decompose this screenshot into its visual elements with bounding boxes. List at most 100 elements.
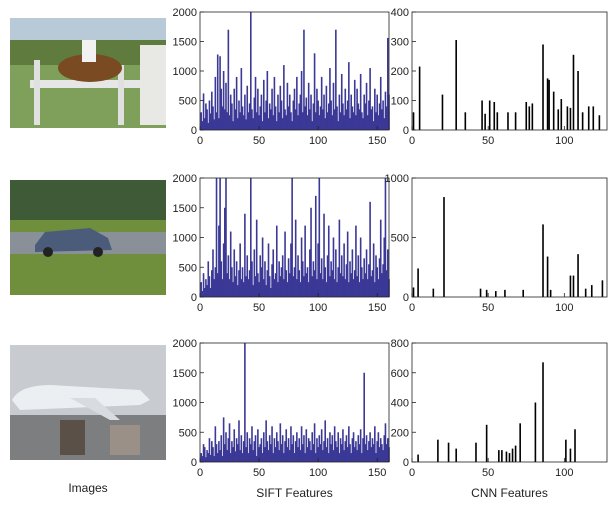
y-tick-label: 1000 — [173, 398, 197, 410]
bar — [573, 55, 575, 130]
x-tick-label: 0 — [197, 467, 203, 479]
bar — [577, 254, 579, 297]
y-tick-label: 1000 — [173, 233, 197, 245]
x-tick-label: 0 — [197, 135, 203, 147]
bar — [547, 257, 549, 297]
bar — [448, 443, 450, 462]
y-tick-label: 1500 — [173, 203, 197, 215]
bar — [535, 403, 537, 463]
bar — [443, 197, 445, 297]
bar — [519, 423, 521, 462]
y-tick-label: 200 — [391, 427, 409, 439]
x-tick-label: 150 — [368, 135, 386, 147]
bar — [497, 112, 499, 130]
bar — [486, 290, 488, 297]
bar — [228, 30, 230, 130]
bar — [599, 115, 601, 130]
bar — [506, 452, 508, 462]
y-tick-label: 300 — [391, 37, 409, 49]
y-tick-label: 100 — [391, 96, 409, 108]
x-tick-label: 100 — [309, 467, 327, 479]
bar — [577, 71, 579, 130]
x-tick-label: 0 — [409, 135, 415, 147]
bar — [565, 440, 567, 462]
bar — [582, 112, 584, 130]
bar — [495, 291, 497, 297]
bar — [570, 108, 572, 130]
x-tick-label: 50 — [482, 302, 494, 314]
bar — [437, 440, 439, 462]
bar — [413, 287, 415, 297]
bar — [574, 429, 576, 462]
bar — [592, 106, 594, 130]
y-tick-label: 1500 — [173, 368, 197, 380]
x-tick-label: 0 — [409, 302, 415, 314]
bar — [419, 67, 421, 130]
y-tick-label: 200 — [391, 66, 409, 78]
bar — [417, 268, 419, 297]
y-tick-label: 2000 — [173, 338, 197, 350]
bar — [486, 425, 488, 462]
bar — [244, 343, 246, 462]
y-tick-label: 400 — [391, 7, 409, 19]
bar — [417, 455, 419, 462]
x-tick-label: 0 — [409, 467, 415, 479]
bar — [455, 40, 457, 130]
x-tick-label: 50 — [253, 302, 265, 314]
bar — [484, 114, 486, 130]
y-tick-label: 2000 — [173, 7, 197, 19]
y-tick-label: 500 — [179, 96, 197, 108]
bar — [512, 449, 514, 462]
bar — [507, 112, 509, 130]
bar — [489, 101, 491, 131]
bar — [504, 290, 506, 297]
x-tick-label: 0 — [197, 302, 203, 314]
bar — [602, 280, 604, 297]
x-tick-label: 50 — [253, 135, 265, 147]
column-label: Images — [68, 481, 107, 495]
x-axis-label: SIFT Features — [256, 486, 332, 500]
bar — [542, 224, 544, 297]
bar — [570, 449, 572, 462]
bar — [493, 102, 495, 130]
bar — [413, 112, 415, 130]
bar — [548, 80, 550, 130]
x-tick-label: 50 — [482, 135, 494, 147]
y-tick-label: 600 — [391, 368, 409, 380]
bar — [557, 109, 559, 130]
bar — [550, 290, 552, 297]
bar — [522, 290, 524, 297]
x-tick-label: 50 — [482, 467, 494, 479]
x-tick-label: 100 — [555, 467, 573, 479]
bar — [547, 78, 549, 130]
y-tick-label: 500 — [391, 233, 409, 245]
bar — [553, 92, 555, 130]
bar — [529, 106, 531, 130]
bar — [498, 450, 500, 462]
x-tick-label: 150 — [368, 467, 386, 479]
bar — [525, 102, 527, 130]
y-tick-label: 500 — [179, 427, 197, 439]
bar — [573, 276, 575, 297]
x-tick-label: 100 — [555, 302, 573, 314]
bar — [501, 450, 503, 462]
bar — [442, 95, 444, 130]
bar — [542, 44, 544, 130]
bar — [455, 449, 457, 462]
y-tick-label: 1500 — [173, 37, 197, 49]
bar — [588, 106, 590, 130]
bar — [542, 362, 544, 462]
y-tick-label: 1000 — [385, 173, 409, 185]
bar — [509, 453, 511, 462]
y-tick-label: 800 — [391, 338, 409, 350]
bar — [481, 101, 483, 131]
x-tick-label: 50 — [253, 467, 265, 479]
y-tick-label: 1000 — [173, 66, 197, 78]
x-axis-label: CNN Features — [471, 486, 548, 500]
bar — [567, 106, 569, 130]
bar — [433, 289, 435, 297]
bar — [591, 285, 593, 297]
y-tick-label: 500 — [179, 262, 197, 274]
bar — [570, 276, 572, 297]
x-tick-label: 100 — [309, 302, 327, 314]
